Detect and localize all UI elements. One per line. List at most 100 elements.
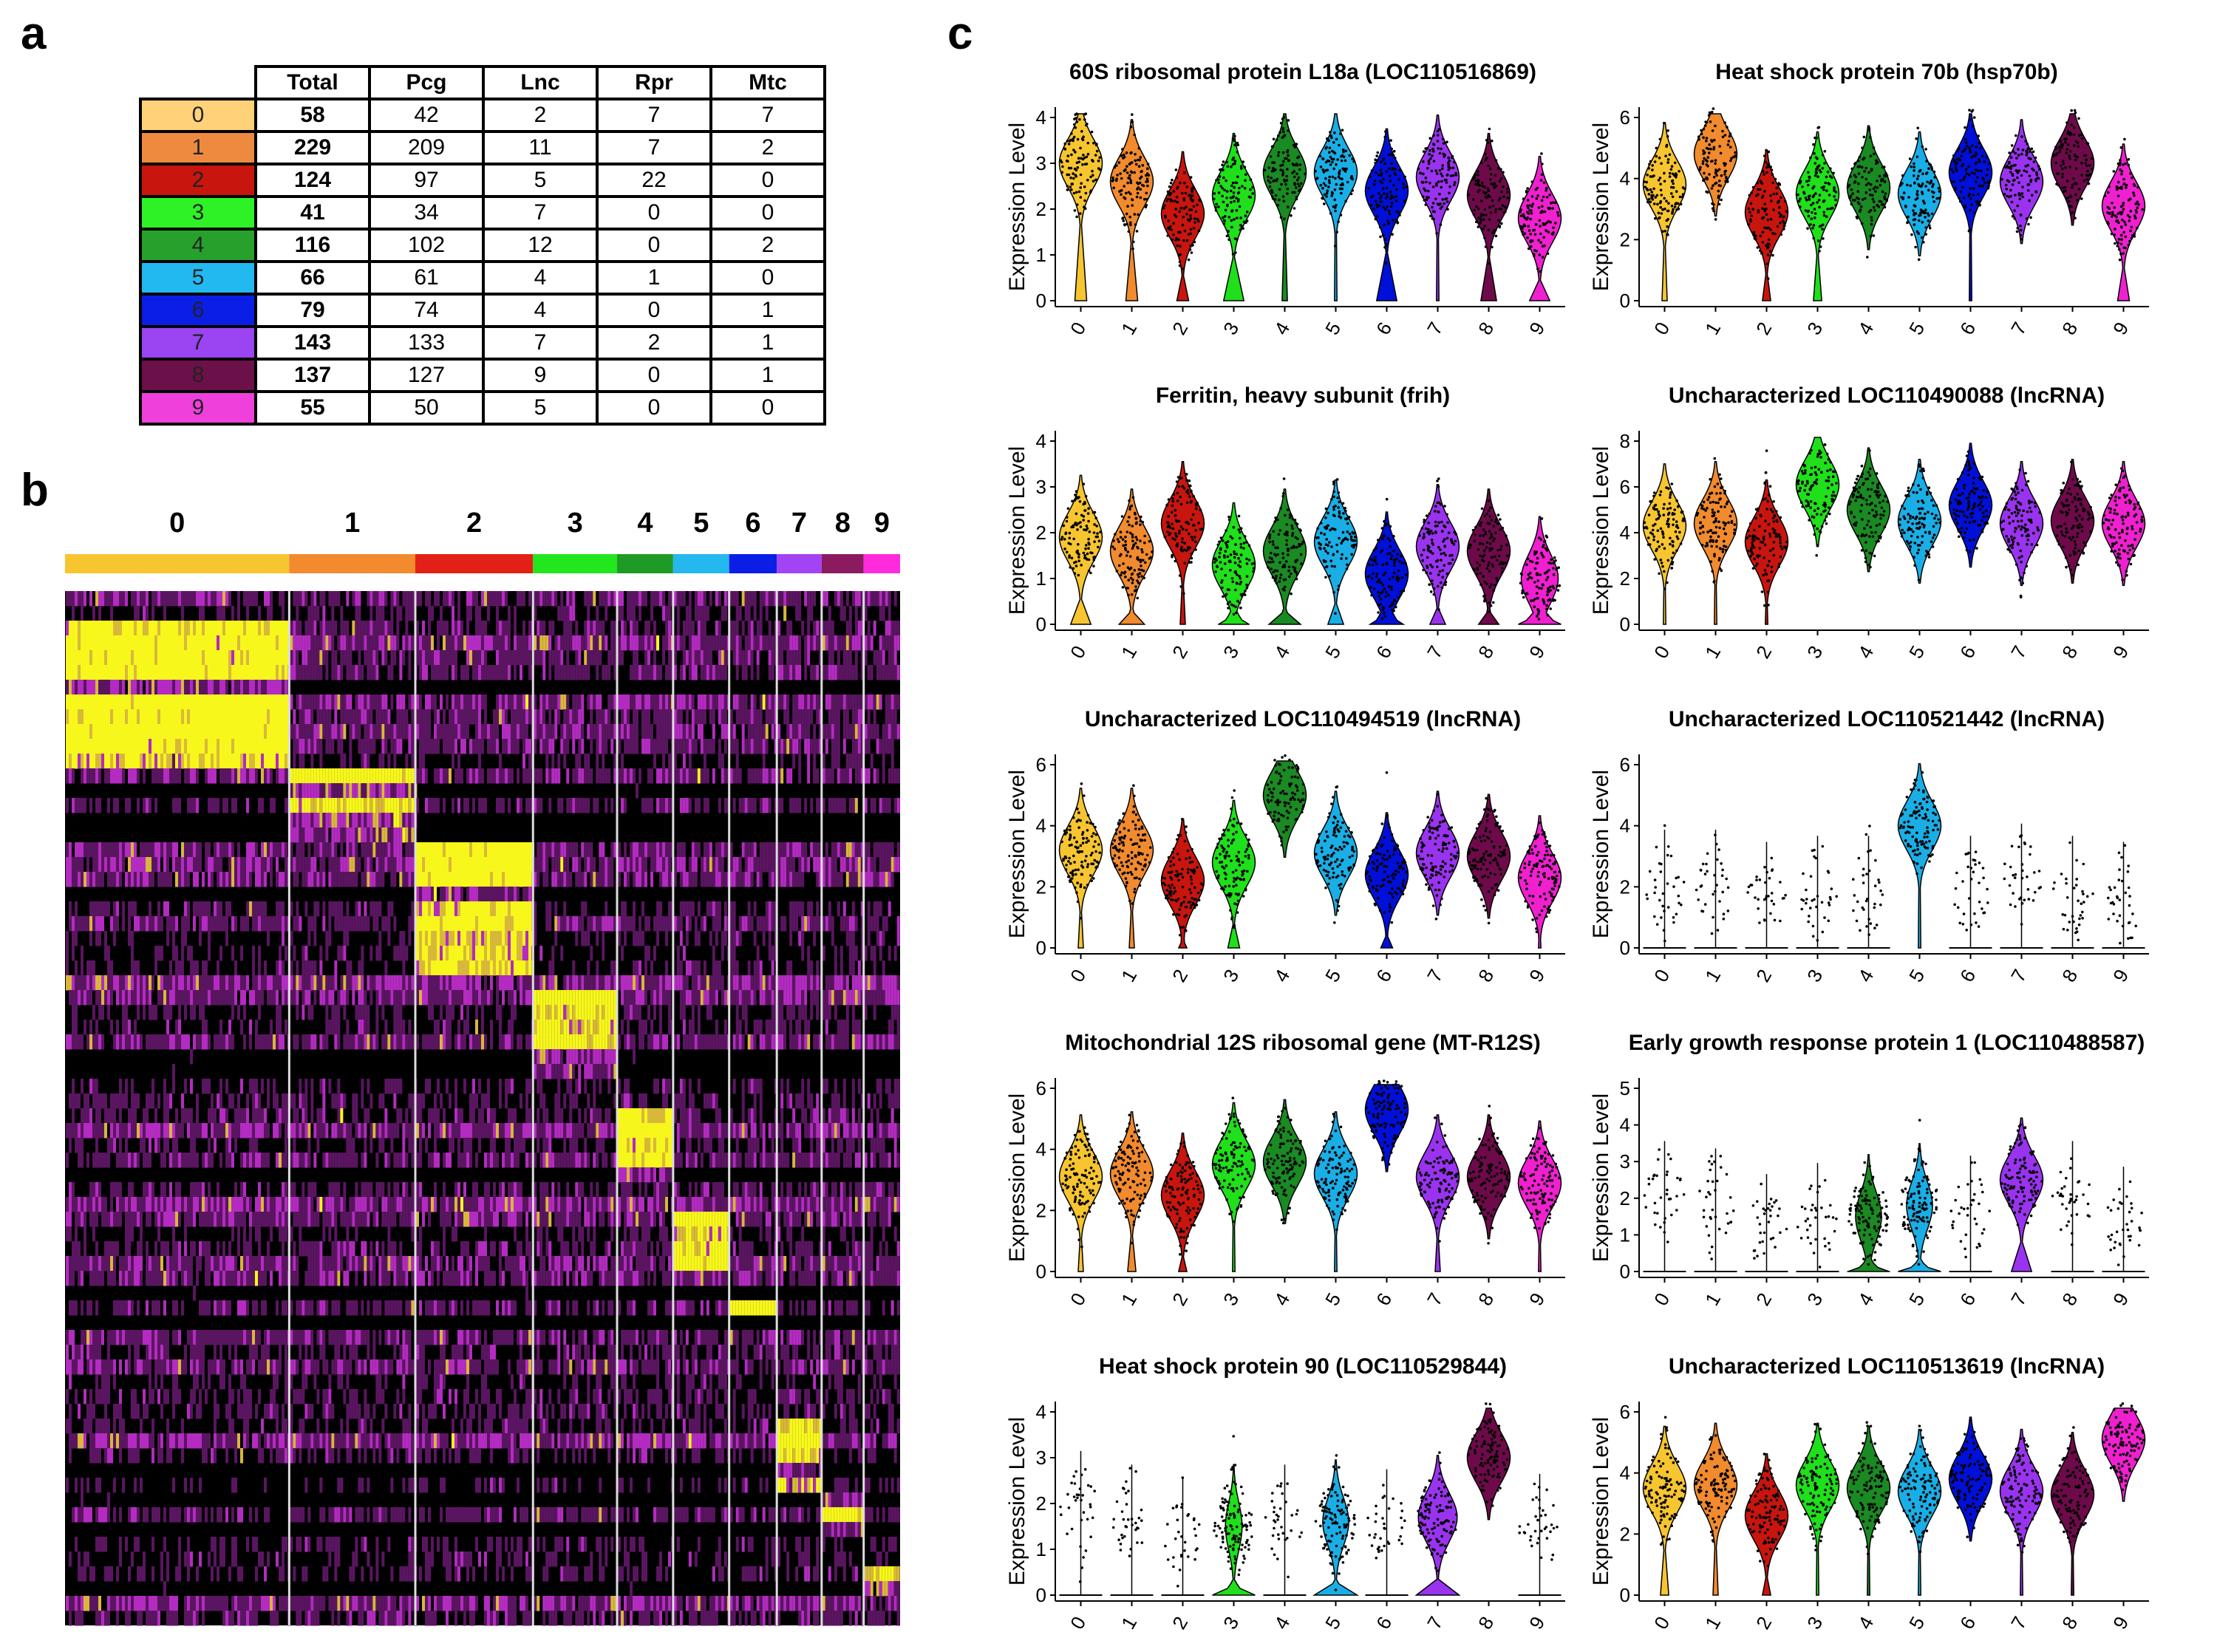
heatmap-cell <box>279 1566 282 1582</box>
heatmap-cell <box>310 1404 314 1419</box>
heatmap-cell <box>261 694 264 710</box>
heatmap-cell <box>346 621 350 636</box>
heatmap-cell <box>273 680 276 695</box>
heatmap-cell <box>307 1005 311 1020</box>
heatmap-cell <box>75 1226 78 1242</box>
heatmap-cell <box>355 591 358 607</box>
heatmap-cell <box>411 1359 415 1375</box>
heatmap-cell <box>143 1197 146 1212</box>
heatmap-cell <box>240 1448 243 1464</box>
heatmap-cell <box>355 1330 358 1345</box>
heatmap-cell <box>110 1093 113 1109</box>
heatmap-cell <box>228 694 231 710</box>
heatmap-cell <box>234 1108 237 1124</box>
heatmap-cell <box>116 1433 119 1449</box>
heatmap-cell <box>84 916 86 932</box>
heatmap-cell <box>95 1034 98 1050</box>
heatmap-cell <box>402 827 406 843</box>
heatmap-cell <box>421 931 425 946</box>
heatmap-cell <box>225 724 228 740</box>
heatmap-cell <box>372 1596 376 1611</box>
heatmap-cell <box>240 1611 243 1626</box>
heatmap-cell <box>69 1330 72 1345</box>
heatmap-cell <box>340 975 344 991</box>
heatmap-cell <box>276 1359 279 1375</box>
heatmap-cell <box>86 1404 89 1419</box>
heatmap-cell <box>381 1389 385 1404</box>
heatmap-cell <box>187 1404 190 1419</box>
heatmap-cell <box>381 827 385 843</box>
heatmap-cell <box>217 621 219 636</box>
heatmap-cell <box>370 665 373 680</box>
heatmap-cell <box>349 709 353 725</box>
heatmap-cell <box>172 1153 175 1168</box>
heatmap-cell <box>119 990 122 1006</box>
heatmap-cell <box>81 1566 84 1582</box>
heatmap-cell <box>378 1596 382 1611</box>
heatmap-cell <box>214 754 217 769</box>
heatmap-cell <box>252 1300 255 1316</box>
heatmap-cell <box>402 798 406 813</box>
heatmap-cell <box>131 1226 134 1242</box>
heatmap-cell <box>264 857 267 873</box>
heatmap-cell <box>402 1123 406 1139</box>
heatmap-cell <box>307 1138 311 1153</box>
heatmap-cell <box>273 1359 276 1375</box>
heatmap-cell <box>427 1108 431 1124</box>
heatmap-cell <box>166 1138 169 1153</box>
heatmap-cell <box>290 813 293 828</box>
heatmap-cell <box>104 1093 107 1109</box>
heatmap-cell <box>267 1256 270 1272</box>
heatmap-cell <box>384 621 388 636</box>
heatmap-cell <box>110 1256 113 1272</box>
heatmap-cell <box>234 857 237 873</box>
heatmap-cell <box>113 665 116 680</box>
heatmap-cell <box>364 1448 367 1464</box>
heatmap-cell <box>66 724 69 740</box>
heatmap-cell <box>313 1153 317 1168</box>
heatmap-cell <box>334 1596 338 1611</box>
heatmap-cell <box>343 1005 347 1020</box>
heatmap-cell <box>107 1492 110 1508</box>
heatmap-cell <box>346 813 350 828</box>
heatmap-cell <box>166 650 169 666</box>
heatmap-cell <box>352 591 355 607</box>
heatmap-cell <box>396 1034 400 1050</box>
heatmap-cell <box>104 768 107 784</box>
heatmap-cell <box>304 1345 308 1360</box>
heatmap-cell <box>302 1419 305 1434</box>
heatmap-cell <box>166 901 169 917</box>
heatmap-cell <box>352 1345 355 1360</box>
heatmap-cell <box>190 665 193 680</box>
heatmap-cell <box>430 975 434 991</box>
heatmap-cell <box>267 724 270 740</box>
heatmap-cell <box>219 635 222 651</box>
heatmap-cell <box>293 1359 296 1375</box>
heatmap-cell <box>337 990 341 1006</box>
heatmap-cell <box>131 1123 134 1139</box>
heatmap-cell <box>334 1093 338 1109</box>
heatmap-cell <box>131 680 134 695</box>
heatmap-cell <box>313 591 317 607</box>
heatmap-cell <box>86 872 89 887</box>
heatmap-cell <box>331 635 335 651</box>
heatmap-cell <box>196 1359 199 1375</box>
heatmap-cell <box>293 813 296 828</box>
heatmap-cell <box>95 1153 98 1168</box>
heatmap-cell <box>367 621 370 636</box>
heatmap-cell <box>237 1359 240 1375</box>
heatmap-cell <box>355 1005 358 1020</box>
heatmap-cell <box>69 650 72 666</box>
heatmap-cell <box>421 1433 425 1449</box>
heatmap-cell <box>334 813 338 828</box>
heatmap-cell <box>214 591 217 607</box>
heatmap-cell <box>337 946 341 961</box>
heatmap-cell <box>217 724 219 740</box>
heatmap-cell <box>325 1197 329 1212</box>
heatmap-cell <box>246 709 249 725</box>
heatmap-cell <box>154 1197 157 1212</box>
heatmap-cell <box>331 1537 335 1552</box>
heatmap-cell <box>222 621 225 636</box>
heatmap-cell <box>325 1153 329 1168</box>
heatmap-cell <box>390 1566 394 1582</box>
